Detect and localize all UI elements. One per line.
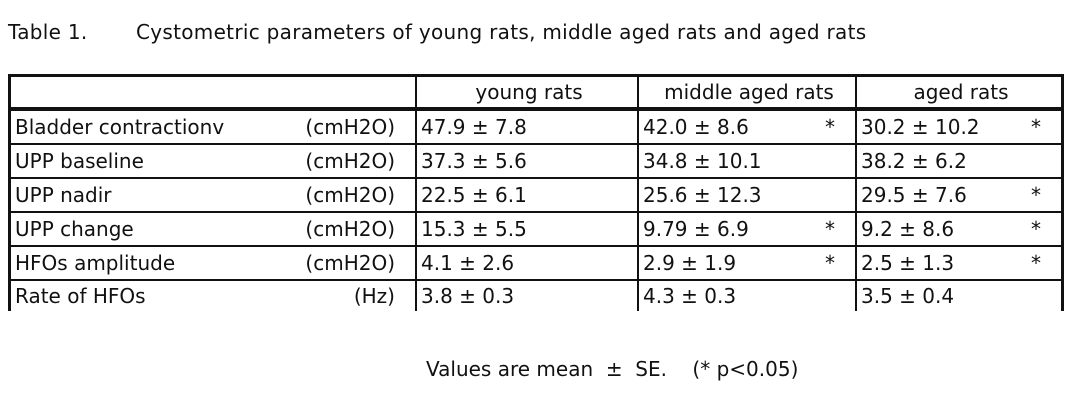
parameter-unit: (cmH2O) <box>305 149 395 173</box>
parameter-cell: Rate of HFOs (Hz) <box>8 279 416 311</box>
parameter-name: UPP nadir <box>15 183 112 207</box>
table-title: Cystometric parameters of young rats, mi… <box>136 20 867 44</box>
parameter-cell: UPP baseline (cmH2O) <box>8 143 416 178</box>
header-cell-empty <box>8 74 416 109</box>
aged-value: 9.2 ± 8.6 <box>861 217 955 241</box>
table-row: Rate of HFOs (Hz) 3.8 ± 0.3 4.3 ± 0.3 3.5 ± … <box>8 279 1064 311</box>
middle-value-cell: 42.0 ± 8.6 * <box>637 107 856 144</box>
young-value: 22.5 ± 6.1 <box>421 183 527 207</box>
header-young-rats: young rats <box>415 74 638 109</box>
parameter-name: Rate of HFOs <box>15 284 146 308</box>
table-header-row: young rats middle aged rats aged rats <box>8 74 1064 109</box>
young-value-cell: 22.5 ± 6.1 <box>415 177 638 212</box>
parameter-unit: (Hz) <box>353 284 395 308</box>
young-value-cell: 4.1 ± 2.6 <box>415 245 638 280</box>
aged-value-cell: 3.5 ± 0.4 <box>855 279 1064 311</box>
middle-value-cell: 34.8 ± 10.1 <box>637 143 856 178</box>
parameter-name: HFOs amplitude <box>15 251 176 275</box>
parameter-unit: (cmH2O) <box>305 115 395 139</box>
significance-marker <box>1041 149 1061 173</box>
young-value-cell: 3.8 ± 0.3 <box>415 279 638 311</box>
table-row: UPP nadir (cmH2O) 22.5 ± 6.1 25.6 ± 12.3 29.… <box>8 177 1064 212</box>
middle-value: 25.6 ± 12.3 <box>643 183 762 207</box>
table-row: UPP baseline (cmH2O) 37.3 ± 5.6 34.8 ± 10.1… <box>8 143 1064 178</box>
young-value: 3.8 ± 0.3 <box>421 284 515 308</box>
young-value-cell: 15.3 ± 5.5 <box>415 211 638 246</box>
parameter-cell: UPP nadir (cmH2O) <box>8 177 416 212</box>
significance-marker <box>617 115 637 139</box>
aged-value-cell: 30.2 ± 10.2 * <box>855 107 1064 144</box>
middle-value-cell: 9.79 ± 6.9 * <box>637 211 856 246</box>
significance-marker: * <box>1031 217 1041 241</box>
header-aged-rats: aged rats <box>855 74 1064 109</box>
aged-value-cell: 29.5 ± 7.6 * <box>855 177 1064 212</box>
middle-value-cell: 4.3 ± 0.3 <box>637 279 856 311</box>
parameter-cell: UPP change (cmH2O) <box>8 211 416 246</box>
significance-marker <box>617 284 637 308</box>
young-value: 37.3 ± 5.6 <box>421 149 527 173</box>
parameter-name: UPP baseline <box>15 149 144 173</box>
significance-marker <box>835 284 855 308</box>
young-value: 47.9 ± 7.8 <box>421 115 527 139</box>
middle-value: 2.9 ± 1.9 <box>643 251 737 275</box>
aged-value: 30.2 ± 10.2 <box>861 115 980 139</box>
table-row: HFOs amplitude (cmH2O) 4.1 ± 2.6 2.9 ± 1.9 *… <box>8 245 1064 280</box>
cystometric-parameters-table: young rats middle aged rats aged rats Bl… <box>8 74 1064 311</box>
parameter-unit: (cmH2O) <box>305 183 395 207</box>
significance-marker: * <box>825 251 835 275</box>
young-value-cell: 47.9 ± 7.8 <box>415 107 638 144</box>
significance-marker <box>617 217 637 241</box>
significance-marker: * <box>825 115 835 139</box>
parameter-unit: (cmH2O) <box>305 251 395 275</box>
parameter-cell: HFOs amplitude (cmH2O) <box>8 245 416 280</box>
table-number: Table 1. <box>8 20 88 44</box>
aged-value: 3.5 ± 0.4 <box>861 284 955 308</box>
aged-value: 38.2 ± 6.2 <box>861 149 967 173</box>
parameter-cell: Bladder contractionv (cmH2O) <box>8 107 416 144</box>
significance-marker <box>835 183 855 207</box>
header-middle-aged-rats: middle aged rats <box>637 74 856 109</box>
aged-value: 2.5 ± 1.3 <box>861 251 955 275</box>
significance-marker: * <box>825 217 835 241</box>
significance-marker: * <box>1031 251 1041 275</box>
middle-value: 9.79 ± 6.9 <box>643 217 749 241</box>
middle-value-cell: 25.6 ± 12.3 <box>637 177 856 212</box>
significance-marker: * <box>1031 183 1041 207</box>
significance-marker <box>617 251 637 275</box>
parameter-name: UPP change <box>15 217 134 241</box>
significance-marker <box>617 149 637 173</box>
significance-marker: * <box>1031 115 1041 139</box>
aged-value-cell: 9.2 ± 8.6 * <box>855 211 1064 246</box>
table-row: UPP change (cmH2O) 15.3 ± 5.5 9.79 ± 6.9 * 9.… <box>8 211 1064 246</box>
table-footnote: Values are mean ± SE. (* p<0.05) <box>426 357 799 381</box>
aged-value: 29.5 ± 7.6 <box>861 183 967 207</box>
young-value-cell: 37.3 ± 5.6 <box>415 143 638 178</box>
aged-value-cell: 2.5 ± 1.3 * <box>855 245 1064 280</box>
table-row: Bladder contractionv (cmH2O) 47.9 ± 7.8 42.… <box>8 107 1064 144</box>
significance-marker <box>617 183 637 207</box>
middle-value: 34.8 ± 10.1 <box>643 149 762 173</box>
aged-value-cell: 38.2 ± 6.2 <box>855 143 1064 178</box>
young-value: 4.1 ± 2.6 <box>421 251 515 275</box>
middle-value: 4.3 ± 0.3 <box>643 284 737 308</box>
parameter-name: Bladder contractionv <box>15 115 225 139</box>
middle-value-cell: 2.9 ± 1.9 * <box>637 245 856 280</box>
table-caption: Table 1. Cystometric parameters of young … <box>8 20 866 44</box>
middle-value: 42.0 ± 8.6 <box>643 115 749 139</box>
young-value: 15.3 ± 5.5 <box>421 217 527 241</box>
significance-marker <box>1041 284 1061 308</box>
significance-marker <box>835 149 855 173</box>
parameter-unit: (cmH2O) <box>305 217 395 241</box>
